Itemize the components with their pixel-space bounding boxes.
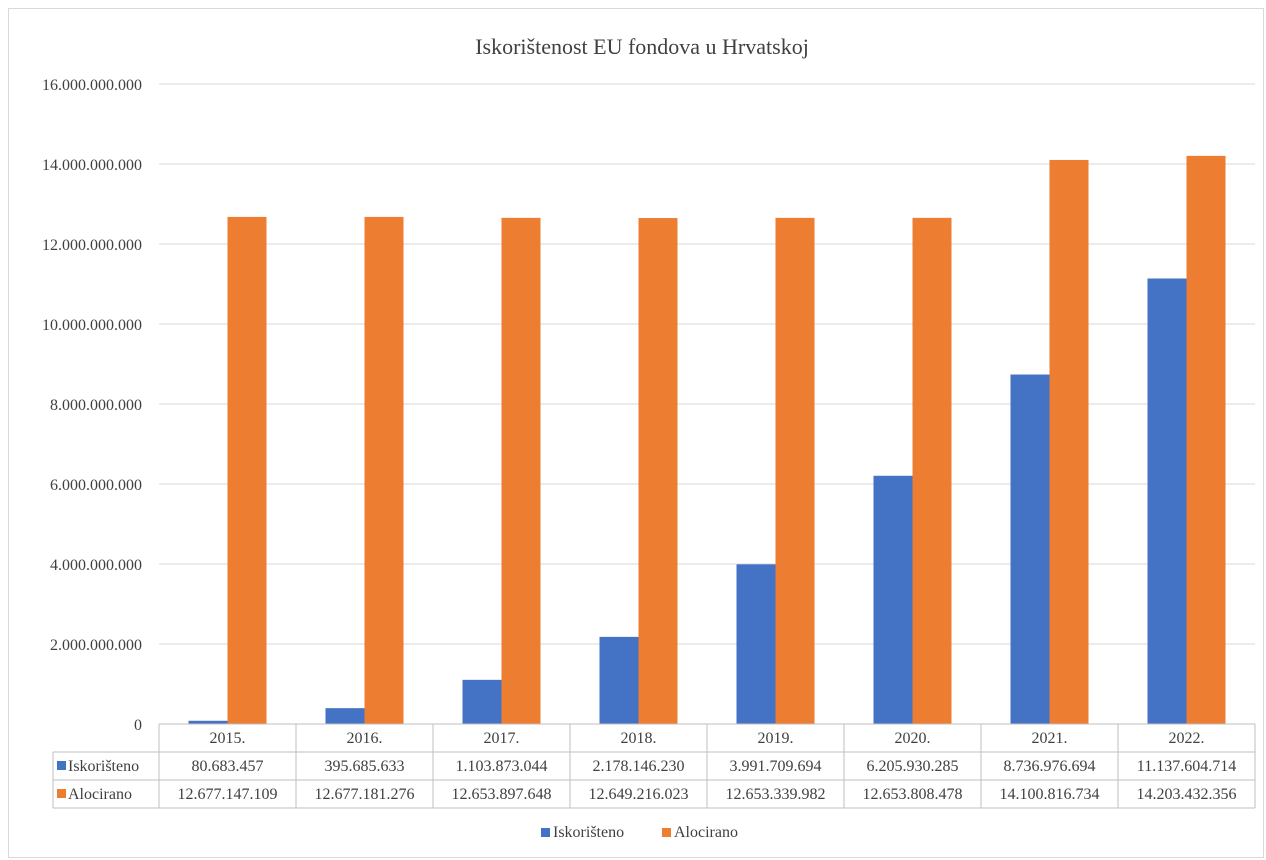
x-tick-label: 2019. (758, 730, 794, 747)
bar-iskoristeno (325, 708, 365, 724)
x-tick-label: 2020. (895, 730, 931, 747)
table-cell: 14.203.432.356 (1137, 786, 1237, 803)
table-cell: 80.683.457 (192, 758, 264, 775)
table-cell: 2.178.146.230 (593, 758, 685, 775)
bars (188, 155, 1226, 725)
x-tick-label: 2015. (210, 730, 246, 747)
table-cell: 12.677.147.109 (178, 786, 278, 803)
bar-iskoristeno (188, 720, 228, 724)
table-cell: 12.649.216.023 (589, 786, 689, 803)
table-series-name: Alocirano (68, 786, 132, 803)
x-tick-label: 2022. (1169, 730, 1205, 747)
bar-alocirano (1049, 159, 1089, 724)
gridlines (159, 83, 1255, 725)
table-cell: 3.991.709.694 (730, 758, 822, 775)
legend-item-alocirano[interactable]: Alocirano (662, 824, 738, 841)
x-tick-label: 2017. (484, 730, 520, 747)
bar-iskoristeno (599, 636, 639, 724)
y-axis: 0 2.000.000.000 4.000.000.000 6.000.000.000… (42, 77, 142, 734)
bar-alocirano (912, 217, 952, 724)
x-tick-label: 2016. (347, 730, 383, 747)
bar-iskoristeno (736, 564, 776, 724)
y-tick-label: 2.000.000.000 (50, 637, 142, 654)
table-cell: 395.685.633 (325, 758, 405, 775)
x-tick-label: 2021. (1032, 730, 1068, 747)
bar-iskoristeno (873, 475, 913, 724)
table-cell: 12.653.897.648 (452, 786, 552, 803)
y-tick-label: 4.000.000.000 (50, 557, 142, 574)
table-cell: 12.653.339.982 (726, 786, 826, 803)
bar-alocirano (638, 218, 678, 724)
bar-alocirano (775, 217, 815, 724)
legend-swatch (541, 828, 550, 837)
y-tick-label: 12.000.000.000 (42, 237, 142, 254)
bar-alocirano (501, 217, 541, 724)
table-cell: 11.137.604.714 (1137, 758, 1236, 775)
table-cell: 12.677.181.276 (315, 786, 415, 803)
bar-iskoristeno (462, 679, 502, 724)
y-tick-label: 0 (134, 717, 142, 734)
table-legend-key (57, 761, 66, 770)
bar-alocirano (364, 216, 404, 724)
y-tick-label: 10.000.000.000 (42, 317, 142, 334)
y-tick-label: 16.000.000.000 (42, 77, 142, 94)
table-cell: 1.103.873.044 (456, 758, 548, 775)
y-tick-label: 6.000.000.000 (50, 477, 142, 494)
y-tick-label: 8.000.000.000 (50, 397, 142, 414)
data-table: 2015. 2016. 2017. 2018. 2019. 2020. 2021. 2022.… (52, 723, 1256, 809)
legend-swatch (662, 828, 671, 837)
table-cell: 12.653.808.478 (863, 786, 963, 803)
legend-label: Iskorišteno (553, 824, 624, 841)
bar-iskoristeno (1147, 278, 1187, 724)
legend-item-iskoristeno[interactable]: Iskorišteno (541, 824, 624, 841)
bar-alocirano (1186, 155, 1226, 725)
x-tick-label: 2018. (621, 730, 657, 747)
table-cell: 14.100.816.734 (1000, 786, 1100, 803)
table-legend-key (57, 789, 66, 798)
table-cell: 6.205.930.285 (867, 758, 959, 775)
bar-iskoristeno (1010, 374, 1050, 724)
legend[interactable]: Iskorišteno Alocirano (541, 824, 738, 841)
legend-label: Alocirano (674, 824, 738, 841)
chart-title: Iskorištenost EU fondova u Hrvatskoj (475, 34, 809, 59)
table-cell: 8.736.976.694 (1004, 758, 1096, 775)
table-series-name: Iskorišteno (68, 758, 139, 775)
bar-alocirano (227, 216, 267, 724)
y-tick-label: 14.000.000.000 (42, 157, 142, 174)
